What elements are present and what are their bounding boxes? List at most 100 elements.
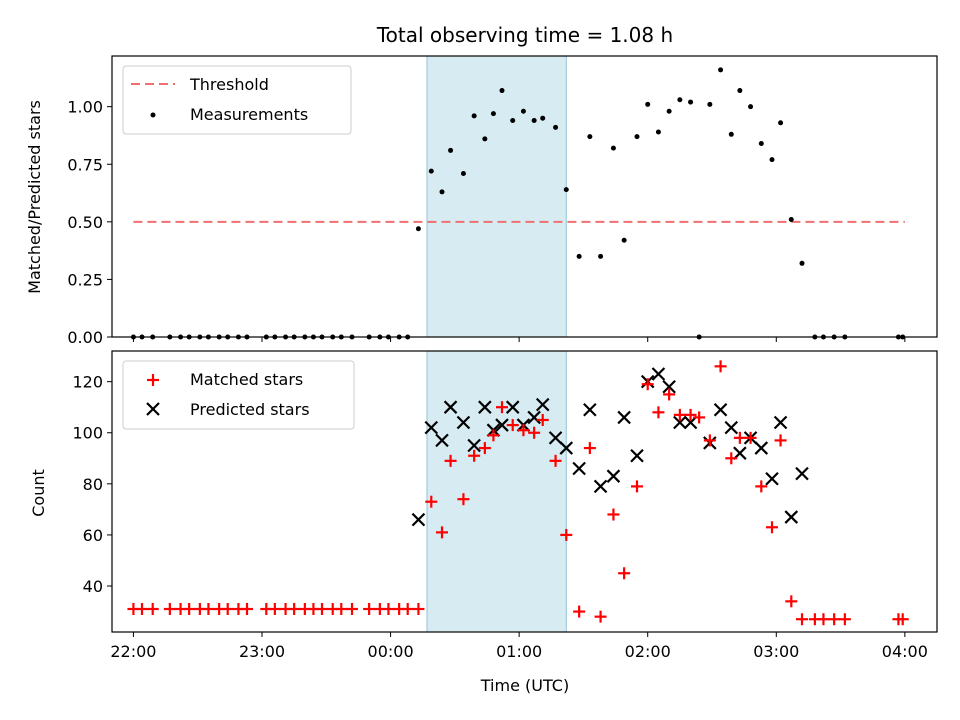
matched-point (796, 613, 808, 626)
predicted-point (527, 410, 541, 425)
measurement-point (655, 129, 661, 135)
matched-point (506, 419, 519, 432)
measurement-point (718, 67, 724, 73)
bottom-x-ticks: 22:00 23:00 00:00 01:00 02:00 03:00 04:00 (110, 632, 928, 661)
matched-point (288, 603, 301, 616)
measurement-point (769, 157, 775, 163)
bottom-legend: Matched stars Predicted stars (122, 360, 355, 430)
measurement-point (788, 217, 794, 223)
matched-point (785, 595, 798, 608)
matched-point (478, 442, 491, 455)
x-tick-label: 23:00 (239, 642, 285, 661)
y-tick-label: 0.50 (67, 213, 103, 232)
measurement-point (471, 113, 477, 119)
predicted-point (548, 431, 563, 445)
predicted-point (535, 397, 550, 412)
predicted-point (478, 400, 492, 414)
predicted-point (713, 402, 728, 417)
predicted-point (724, 420, 739, 435)
bottom-axes-frame (111, 350, 938, 633)
matched-point (346, 603, 358, 616)
predicted-point (754, 441, 769, 455)
measurement-point (460, 170, 466, 176)
predicted-point (651, 367, 666, 381)
matched-point (663, 388, 676, 401)
matched-point (607, 508, 620, 521)
matched-point (412, 603, 425, 616)
top-x-ticks (132, 337, 906, 342)
measurement-point (439, 189, 445, 195)
legend-measurements-label: Measurements (190, 105, 308, 124)
matched-point (146, 603, 159, 616)
matched-point (774, 434, 787, 447)
matched-point (316, 603, 328, 616)
measurement-point (428, 168, 434, 174)
matched-point (725, 452, 738, 465)
matched-point (401, 603, 414, 616)
legend-predicted-label: Predicted stars (190, 400, 310, 419)
measurement-point (531, 117, 537, 123)
y-tick-label: 40 (83, 577, 103, 596)
bottom-highlight-span (426, 350, 567, 633)
measurement-point (748, 104, 754, 110)
matched-point (183, 603, 196, 616)
measurement-point (688, 99, 694, 105)
measurement-point (707, 101, 713, 107)
matched-point (382, 603, 395, 616)
top-legend: Threshold Measurements (122, 65, 352, 135)
bottom-y-ticks: 40 60 80 100 120 (72, 373, 112, 596)
y-tick-label: 100 (72, 424, 103, 443)
chart-title: Total observing time = 1.08 h (376, 23, 673, 47)
bottom-y-axis-label: Count (29, 469, 48, 517)
matched-point (268, 603, 281, 616)
matched-point (684, 408, 697, 421)
y-tick-label: 120 (72, 373, 103, 392)
matched-point (163, 603, 176, 616)
matched-point (363, 603, 376, 616)
predicted-point (795, 466, 809, 481)
x-axis-label: Time (UTC) (480, 676, 569, 695)
predicted-point (773, 415, 788, 430)
measurement-point (799, 260, 805, 266)
predicted-point (606, 469, 621, 483)
matched-point (457, 493, 470, 506)
matched-point (436, 526, 448, 539)
measurement-point (728, 131, 734, 137)
measurement-point (482, 136, 488, 142)
matched-point (241, 603, 253, 616)
measurement-point (448, 147, 454, 153)
top-legend-box (122, 65, 352, 135)
matched-point (641, 378, 654, 391)
matched-point (673, 408, 686, 421)
predicted-point (424, 420, 439, 435)
legend-measurements-swatch (150, 112, 156, 118)
measurement-point (553, 124, 559, 130)
matched-point (755, 480, 768, 493)
predicted-point (617, 410, 631, 425)
matched-point (528, 426, 541, 439)
top-y-axis-label: Matched/Predicted stars (25, 100, 44, 294)
predicted-point (572, 461, 586, 476)
predicted-point (559, 441, 574, 455)
predicted-point (505, 400, 520, 414)
measurement-point (490, 111, 496, 117)
measurement-point (621, 237, 627, 243)
matched-point (549, 454, 562, 467)
predicted-point (435, 433, 449, 448)
matched-point (517, 424, 530, 437)
measurement-point (576, 253, 582, 259)
matched-point (733, 431, 746, 444)
matched-point (766, 521, 778, 534)
matched-point (221, 603, 234, 616)
matched-point (703, 434, 716, 447)
bottom-panel: 40 60 80 100 120 22:00 23:00 00:00 01:00 02:00 03… (29, 350, 938, 695)
matched-point (618, 567, 631, 580)
matched-point (136, 603, 148, 616)
predicted-point (467, 438, 481, 453)
matched-point (487, 429, 500, 442)
matched-points (127, 360, 909, 626)
matched-point (652, 406, 665, 419)
matched-point (536, 413, 549, 426)
measurement-point (737, 88, 743, 94)
